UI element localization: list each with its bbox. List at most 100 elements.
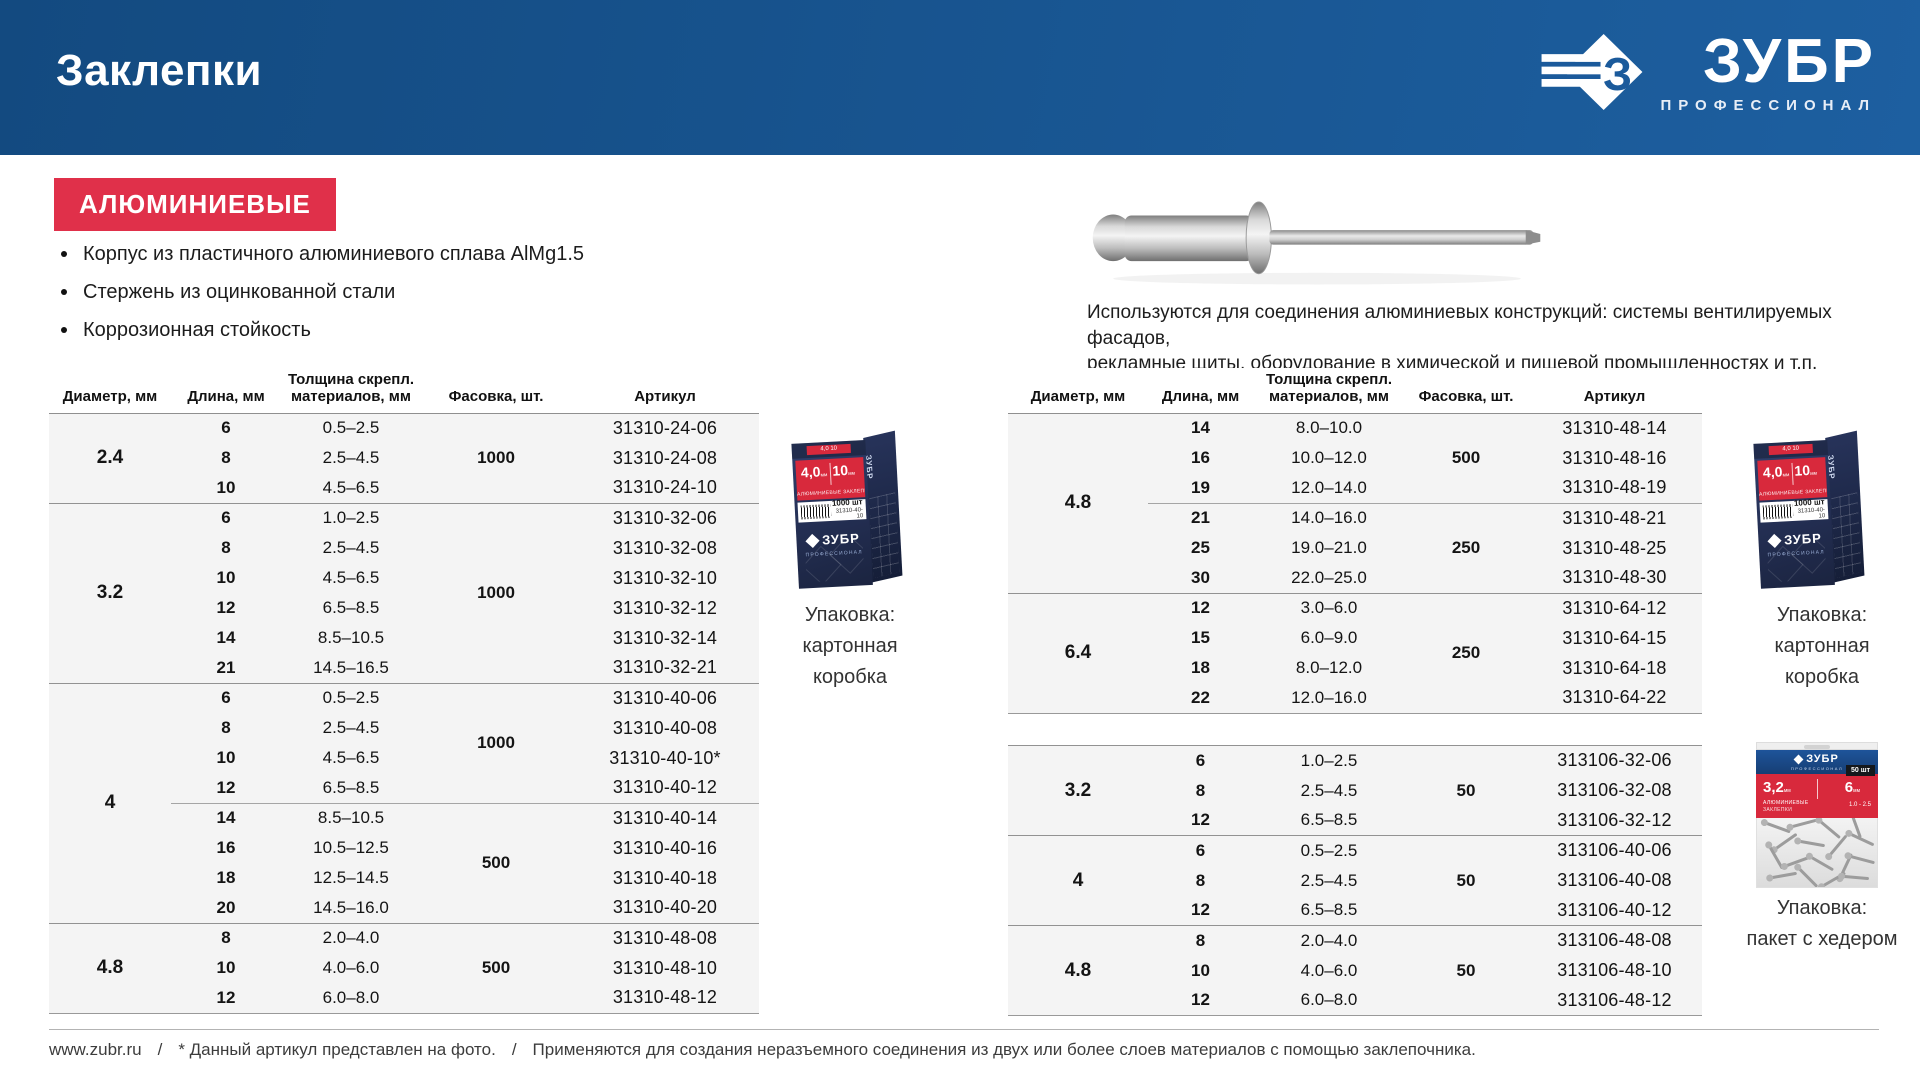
- bag-brand-tagline: ПРОФЕССИОНАЛ: [1790, 765, 1844, 771]
- cell-article: 313106-40-08: [1557, 870, 1672, 890]
- barcode-icon: [800, 503, 832, 520]
- box-barcode-strip: 1000 шт 31310-40-10: [797, 497, 867, 523]
- cell-article: 31310-48-08: [571, 922, 759, 953]
- column-header: Артикул: [1527, 368, 1702, 414]
- cell-pack-qty: 1000: [421, 682, 571, 803]
- rivet-icon: [1791, 818, 1817, 829]
- footer-note-photo: * Данный артикул представлен на фото.: [178, 1040, 496, 1059]
- carton-box-photo: ЗУБР 4,0 10 4,0мм 10мм АЛЮМИНИЕВЫЕ ЗАКЛЕ…: [791, 430, 907, 591]
- cell-thickness: 4.0–6.0: [1300, 960, 1358, 980]
- cell-length: 8: [171, 922, 281, 953]
- table-row: 8 2.5–4.5 31310-24-08: [49, 443, 759, 473]
- cell-article: 31310-40-10*: [609, 747, 721, 768]
- table-row: 4 6 0.5–2.5 1000 31310-40-06: [49, 682, 759, 923]
- feature-item: Коррозионная стойкость: [59, 319, 584, 342]
- box-front-face: 4,0 10 4,0мм 10мм АЛЮМИНИЕВЫЕ ЗАКЛЕПКИ 1…: [1753, 440, 1835, 589]
- cell-article: 31310-64-22: [1562, 687, 1667, 708]
- cell-length: 10: [216, 477, 236, 497]
- cell-thickness: 14.5–16.5: [313, 657, 389, 677]
- cell-pack-qty: 500: [421, 802, 571, 923]
- page-footer: www.zubr.ru / * Данный артикул представл…: [49, 1040, 1476, 1060]
- carton-box-photo: ЗУБР 4,0 10 4,0мм 10мм АЛЮМИНИЕВЫЕ ЗАКЛЕ…: [1753, 430, 1869, 591]
- box-front-face: 4,0 10 4,0мм 10мм АЛЮМИНИЕВЫЕ ЗАКЛЕПКИ 1…: [791, 440, 873, 589]
- cell-diameter: 4.8: [1008, 925, 1148, 1016]
- box-sku: 31310-40-10: [1797, 507, 1826, 521]
- cell-length: 14: [216, 628, 236, 647]
- bag-label-divider: [1817, 779, 1818, 799]
- page-header: Заклепки З ЗУБР ПРОФЕССИОНАЛ: [0, 0, 1920, 155]
- cell-length: 21: [216, 657, 236, 677]
- bag-red-label: 50 шт 3,2мм 6мм АЛЮМИНИЕВЫЕ ЗАКЛЕПКИ 1.0…: [1756, 765, 1878, 818]
- table-row: 30 22.0–25.0 31310-48-30: [1008, 563, 1702, 593]
- products-table: 3.2 6 1.0–2.5 50 313106-32-06 8 2.5–4.5 313106-…: [1008, 745, 1702, 1016]
- table-row: 12 6.5–8.5 313106-40-12: [1008, 896, 1702, 926]
- bag-label-diameter: 3,2мм: [1763, 779, 1791, 796]
- cell-thickness: 12.0–14.0: [1291, 477, 1367, 497]
- left-products-table: Диаметр, мм Длина, мм Толщина скрепл. мате…: [49, 368, 759, 1014]
- packaging-caption: Упаковка: пакет с хедером: [1746, 897, 1898, 950]
- table-row: 4.8 14 8.0–10.0 500 31310-48-14: [1008, 412, 1702, 593]
- cell-article: 31310-40-06: [571, 682, 759, 713]
- cell-article: 313106-48-08: [1527, 925, 1702, 956]
- right-products-table-bottom: 3.2 6 1.0–2.5 50 313106-32-06 8 2.5–4.5 313106-…: [1008, 745, 1702, 1016]
- cell-pack-qty: 1000: [421, 502, 571, 683]
- column-header: Толщина скрепл. материалов, мм: [281, 368, 421, 414]
- products-table: Диаметр, мм Длина, мм Толщина скрепл. мате…: [1008, 368, 1702, 714]
- cell-thickness: 14.5–16.0: [313, 897, 389, 917]
- cell-article: 31310-24-10: [612, 477, 718, 498]
- cell-length: 10: [216, 748, 236, 767]
- cell-length: 15: [1191, 628, 1210, 647]
- site-link[interactable]: www.zubr.ru: [49, 1040, 142, 1059]
- table-row: 21 14.0–16.0 250 31310-48-21: [1008, 502, 1702, 593]
- box-label-product: АЛЮМИНИЕВЫЕ ЗАКЛЕПКИ: [1758, 488, 1828, 498]
- rivet-icon: [1849, 854, 1875, 865]
- cell-thickness: 22.0–25.0: [1291, 567, 1367, 587]
- cell-thickness: 4.5–6.5: [322, 748, 380, 767]
- cell-article: 313106-48-10: [1557, 960, 1672, 980]
- cell-thickness: 12.0–16.0: [1291, 687, 1367, 707]
- cell-length: 6: [1148, 835, 1253, 866]
- box-label-length: 10мм: [832, 462, 856, 479]
- brand-tagline: ПРОФЕССИОНАЛ: [1660, 96, 1876, 114]
- cell-pack-qty: 50: [1405, 925, 1527, 1016]
- cell-article: 31310-32-06: [571, 502, 759, 533]
- cell-length: 14: [171, 802, 281, 833]
- cell-length: 6: [171, 412, 281, 443]
- cell-article: 31310-32-14: [612, 627, 718, 648]
- cell-article: 31310-32-12: [612, 597, 718, 618]
- cell-length: 18: [216, 868, 236, 887]
- cell-length: 12: [1148, 592, 1253, 623]
- table-row: 25 19.0–21.0 31310-48-25: [1008, 533, 1702, 563]
- cell-article: 313106-40-12: [1557, 899, 1672, 920]
- packaging-caption: Упаковка: картонная коробка: [1774, 604, 1870, 688]
- cell-length: 8: [1195, 870, 1206, 890]
- box-diamond-pattern: [1766, 537, 1826, 582]
- table-row: 8 2.5–4.5 313106-40-08: [1008, 866, 1702, 896]
- box-top-flap: 4,0 10: [791, 440, 867, 459]
- cell-length: 6: [171, 502, 281, 533]
- cell-thickness: 2.5–4.5: [322, 718, 380, 737]
- cell-thickness: 2.0–4.0: [1253, 925, 1405, 956]
- cell-thickness: 6.5–8.5: [322, 777, 380, 797]
- brand-logo-text: ЗУБР ПРОФЕССИОНАЛ: [1660, 30, 1876, 114]
- table-row: 2.4 6 0.5–2.5 1000 31310-24-06: [49, 412, 759, 503]
- table-row: 8 2.5–4.5 31310-32-08: [49, 533, 759, 563]
- cell-thickness: 8.0–10.0: [1253, 412, 1405, 443]
- cell-length: 12: [216, 987, 236, 1007]
- cell-article: 313106-40-06: [1527, 835, 1702, 866]
- cell-length: 8: [221, 448, 231, 467]
- cell-thickness: 6.5–8.5: [322, 598, 380, 617]
- cell-length: 25: [1191, 538, 1210, 557]
- cell-article: 313106-48-12: [1557, 989, 1672, 1010]
- cell-thickness: 2.5–4.5: [1300, 870, 1358, 890]
- cell-thickness: 12.5–14.5: [313, 868, 389, 887]
- cell-pack-qty: 500: [421, 922, 571, 1013]
- table-row: 18 12.5–14.5 31310-40-18: [49, 863, 759, 893]
- column-header: Диаметр, мм: [1008, 368, 1148, 414]
- cell-thickness: 19.0–21.0: [1291, 538, 1367, 557]
- cell-thickness: 8.5–10.5: [281, 802, 421, 833]
- cell-thickness: 8.5–10.5: [317, 628, 385, 647]
- cell-article: 31310-32-10: [612, 567, 718, 588]
- cell-length: 19: [1191, 477, 1210, 497]
- cell-article: 31310-48-16: [1562, 447, 1667, 468]
